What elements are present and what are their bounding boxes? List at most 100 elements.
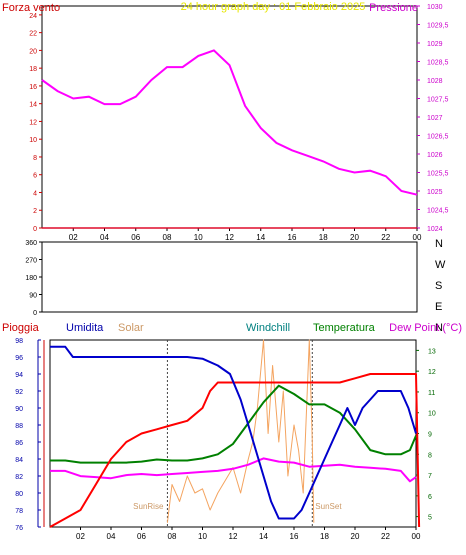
y-tick-label: 1028,5 bbox=[427, 60, 449, 67]
y-tick-label: 1027,5 bbox=[427, 97, 449, 104]
humidity-label: Umidita bbox=[66, 322, 104, 334]
x-tick-label: 16 bbox=[290, 532, 299, 541]
pressure-y-ticks: 1024 1024,5 1025 1025,5 1026 1026,5 1027 1027,5… bbox=[417, 4, 449, 233]
y-tick-label: 10 bbox=[29, 137, 37, 144]
y-tick-label: 78 bbox=[15, 508, 23, 515]
y-tick-label: 18 bbox=[29, 66, 37, 73]
y-tick-label: 8 bbox=[428, 452, 432, 459]
x-tick-label: 12 bbox=[229, 532, 238, 541]
y-tick-label: 12 bbox=[29, 119, 37, 126]
windchill-label: Windchill bbox=[246, 322, 290, 334]
y-tick-label: 1025,5 bbox=[427, 171, 449, 178]
y-tick-label: 9 bbox=[428, 432, 432, 439]
y-tick-label: 10 bbox=[428, 411, 436, 418]
y-tick-label: 94 bbox=[15, 372, 23, 379]
compass-label: N bbox=[435, 322, 443, 334]
y-tick-label: 20 bbox=[29, 48, 37, 55]
compass-label: W bbox=[435, 259, 446, 271]
y-tick-label: 1024,5 bbox=[427, 208, 449, 215]
compass-label: S bbox=[435, 280, 442, 292]
y-tick-label: 86 bbox=[15, 440, 23, 447]
x-tick-label: 18 bbox=[319, 233, 328, 242]
x-tick-label: 20 bbox=[350, 233, 359, 242]
y-tick-label: 360 bbox=[25, 240, 37, 247]
y-tick-label: 0 bbox=[33, 226, 37, 233]
y-tick-label: 1028 bbox=[427, 78, 443, 85]
y-tick-label: 270 bbox=[25, 258, 37, 265]
y-tick-label: 88 bbox=[15, 423, 23, 430]
y-tick-label: 12 bbox=[428, 369, 436, 376]
y-tick-label: 13 bbox=[428, 348, 436, 355]
y-tick-label: 80 bbox=[15, 491, 23, 498]
y-tick-label: 92 bbox=[15, 389, 23, 396]
series-line-pressione bbox=[41, 49, 418, 196]
y-tick-label: 84 bbox=[15, 457, 23, 464]
y-tick-label: 1027 bbox=[427, 115, 443, 122]
y-tick-label: 7 bbox=[428, 473, 432, 480]
x-tick-label: 22 bbox=[381, 233, 390, 242]
y-tick-label: 6 bbox=[428, 494, 432, 501]
y-tick-label: 1029 bbox=[427, 41, 443, 48]
bottom-series bbox=[49, 339, 421, 528]
solar-label: Solar bbox=[118, 322, 144, 334]
y-tick-label: 82 bbox=[15, 474, 23, 481]
series-line-umidita bbox=[50, 345, 417, 520]
x-tick-label: 12 bbox=[225, 233, 234, 242]
y-tick-label: 180 bbox=[25, 275, 37, 282]
x-tick-label: 04 bbox=[100, 233, 109, 242]
y-tick-label: 16 bbox=[29, 84, 37, 91]
y-tick-label: 11 bbox=[428, 390, 435, 397]
y-tick-label: 1030 bbox=[427, 4, 443, 11]
y-tick-label: 0 bbox=[33, 310, 37, 317]
x-tick-label: 10 bbox=[194, 233, 203, 242]
x-tick-label: 02 bbox=[69, 233, 78, 242]
sunrise-label: SunRise bbox=[133, 502, 164, 511]
rain-label: Pioggia bbox=[2, 322, 40, 334]
top-x-ticks: 02 04 06 08 10 12 14 16 18 20 22 00 bbox=[69, 228, 422, 242]
y-tick-label: 90 bbox=[15, 406, 23, 413]
temperature-humidity-chart: Pioggia Umidita Solar Windchill Temperat… bbox=[2, 322, 462, 541]
y-tick-label: 1026,5 bbox=[427, 134, 449, 141]
y-tick-label: 1025 bbox=[427, 189, 443, 196]
temperature-label: Temperatura bbox=[313, 322, 376, 334]
humidity-y-ticks: 76 78 80 82 84 86 88 90 92 94 96 98 bbox=[15, 338, 45, 532]
y-tick-label: 1024 bbox=[427, 226, 443, 233]
x-tick-label: 08 bbox=[163, 233, 172, 242]
y-tick-label: 22 bbox=[29, 31, 37, 38]
series-line-dew-point bbox=[50, 457, 417, 483]
x-tick-label: 04 bbox=[107, 532, 116, 541]
x-tick-label: 10 bbox=[198, 532, 207, 541]
wind-speed-axis-label: Forza vento bbox=[2, 2, 60, 14]
dewpoint-label: Dew Point (°C) bbox=[389, 322, 462, 334]
x-tick-label: 20 bbox=[351, 532, 360, 541]
series-line-solar bbox=[166, 339, 315, 523]
y-tick-label: 24 bbox=[29, 13, 37, 20]
x-tick-label: 08 bbox=[168, 532, 177, 541]
compass-label: N bbox=[435, 238, 443, 250]
wind-pressure-chart: Forza vento 24 hour graph day : 01 Febbr… bbox=[2, 1, 449, 242]
x-tick-label: 06 bbox=[131, 233, 140, 242]
x-tick-label: 14 bbox=[259, 532, 268, 541]
y-tick-label: 76 bbox=[15, 525, 23, 532]
y-tick-label: 90 bbox=[29, 293, 37, 300]
y-tick-label: 14 bbox=[29, 102, 37, 109]
compass-label: E bbox=[435, 301, 442, 313]
y-tick-label: 98 bbox=[15, 338, 23, 345]
x-tick-label: 16 bbox=[288, 233, 297, 242]
y-tick-label: 1026 bbox=[427, 152, 443, 159]
bottom-x-ticks: 02 04 06 08 10 12 14 16 18 20 22 00 bbox=[76, 527, 421, 541]
x-tick-label: 18 bbox=[320, 532, 329, 541]
top-series bbox=[41, 49, 418, 229]
x-tick-label: 00 bbox=[412, 532, 421, 541]
x-tick-label: 00 bbox=[413, 233, 422, 242]
y-tick-label: 2 bbox=[33, 208, 37, 215]
series-line-temperatura bbox=[50, 384, 417, 464]
chart-title: 24 hour graph day : 01 Febbraio 2025 bbox=[181, 1, 366, 13]
wind-direction-plot-area bbox=[41, 241, 418, 313]
y-tick-label: 8 bbox=[33, 155, 37, 162]
